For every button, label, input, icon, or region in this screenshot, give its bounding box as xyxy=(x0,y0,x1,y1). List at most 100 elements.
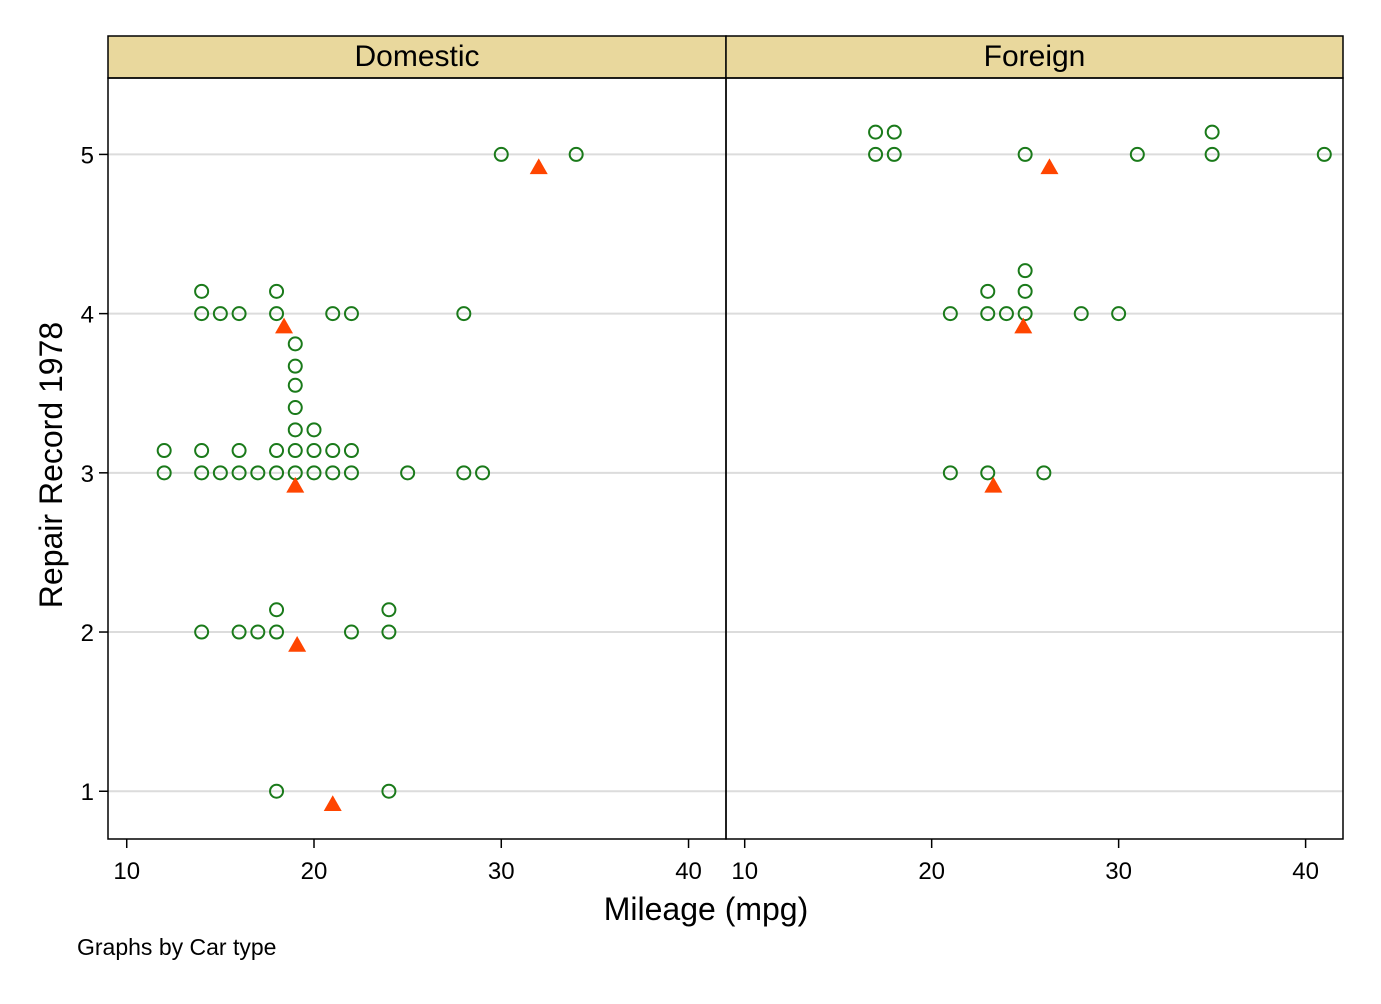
point-domestic-39 xyxy=(381,602,397,618)
point-domestic-10 xyxy=(269,283,285,299)
point-domestic-27 xyxy=(212,465,228,481)
y-tick-label-2: 2 xyxy=(81,620,94,647)
point-domestic-40 xyxy=(194,624,210,640)
point-domestic-6 xyxy=(325,306,341,322)
x-tick-label-foreign-10: 10 xyxy=(731,858,758,885)
x-tick-label-foreign-20: 20 xyxy=(918,858,945,885)
point-foreign-18 xyxy=(942,465,958,481)
point-domestic-12 xyxy=(287,358,303,374)
point-foreign-6 xyxy=(1129,146,1145,162)
mean-marker-domestic-1 xyxy=(275,317,294,334)
point-domestic-1 xyxy=(568,146,584,162)
labels: Repair Record 1978 Mileage (mpg) Graphs … xyxy=(33,40,1319,960)
mean-marker-domestic-4 xyxy=(323,795,342,811)
point-foreign-13 xyxy=(980,306,996,322)
x-tick-label-foreign-30: 30 xyxy=(1105,858,1132,885)
point-foreign-17 xyxy=(1111,306,1127,322)
point-foreign-11 xyxy=(1017,283,1033,299)
point-foreign-19 xyxy=(980,465,996,481)
x-tick-label-domestic-40: 40 xyxy=(675,858,702,885)
point-domestic-25 xyxy=(156,465,172,481)
x-axis-title: Mileage (mpg) xyxy=(604,891,809,927)
point-domestic-37 xyxy=(475,465,491,481)
x-tick-label-domestic-20: 20 xyxy=(301,858,328,885)
gridlines xyxy=(108,153,1343,793)
x-tick-label-domestic-30: 30 xyxy=(488,858,515,885)
point-foreign-8 xyxy=(1316,146,1332,162)
point-domestic-34 xyxy=(343,465,359,481)
point-domestic-30 xyxy=(269,465,285,481)
point-domestic-47 xyxy=(381,783,397,799)
strip-label-foreign: Foreign xyxy=(984,40,1086,73)
strip-label-domestic: Domestic xyxy=(354,40,479,73)
point-foreign-20 xyxy=(1036,465,1052,481)
point-domestic-0 xyxy=(493,146,509,162)
point-foreign-12 xyxy=(942,306,958,322)
y-tick-label-1: 1 xyxy=(81,779,94,806)
point-foreign-5 xyxy=(1017,146,1033,162)
point-domestic-24 xyxy=(343,443,359,459)
point-domestic-23 xyxy=(325,443,341,459)
point-domestic-4 xyxy=(231,306,247,322)
mean-markers xyxy=(275,158,1059,811)
data-points xyxy=(156,124,1332,799)
point-domestic-2 xyxy=(194,306,210,322)
point-domestic-22 xyxy=(306,443,322,459)
point-domestic-38 xyxy=(269,602,285,618)
point-domestic-29 xyxy=(250,465,266,481)
point-foreign-0 xyxy=(868,124,884,140)
x-tick-label-domestic-10: 10 xyxy=(113,858,140,885)
point-domestic-21 xyxy=(287,443,303,459)
point-domestic-43 xyxy=(269,624,285,640)
point-domestic-41 xyxy=(231,624,247,640)
point-domestic-9 xyxy=(194,283,210,299)
point-domestic-17 xyxy=(156,443,172,459)
point-foreign-7 xyxy=(1204,146,1220,162)
point-domestic-35 xyxy=(400,465,416,481)
point-foreign-3 xyxy=(868,146,884,162)
y-tick-label-3: 3 xyxy=(81,461,94,488)
panel-frame-domestic xyxy=(107,77,727,840)
y-tick-label-4: 4 xyxy=(81,302,94,329)
point-foreign-2 xyxy=(1204,124,1220,140)
mean-marker-domestic-0 xyxy=(529,158,548,175)
mean-marker-foreign-0 xyxy=(1040,158,1059,175)
mean-marker-domestic-2 xyxy=(286,476,305,493)
point-foreign-9 xyxy=(1017,263,1033,279)
point-foreign-4 xyxy=(886,146,902,162)
point-domestic-16 xyxy=(306,422,322,438)
point-domestic-20 xyxy=(269,443,285,459)
point-domestic-3 xyxy=(212,306,228,322)
point-foreign-1 xyxy=(886,124,902,140)
point-domestic-42 xyxy=(250,624,266,640)
mean-marker-domestic-3 xyxy=(288,636,307,652)
point-domestic-44 xyxy=(343,624,359,640)
point-domestic-7 xyxy=(343,306,359,322)
point-domestic-19 xyxy=(231,443,247,459)
point-domestic-45 xyxy=(381,624,397,640)
plot-frame xyxy=(99,35,1344,848)
strip-foreign xyxy=(725,35,1344,79)
y-axis-title: Repair Record 1978 xyxy=(33,322,69,608)
strip-domestic xyxy=(107,35,727,79)
point-domestic-18 xyxy=(194,443,210,459)
mean-marker-foreign-2 xyxy=(984,476,1003,493)
panel-frame-foreign xyxy=(725,77,1344,840)
point-foreign-15 xyxy=(1017,306,1033,322)
point-domestic-5 xyxy=(269,306,285,322)
x-tick-label-foreign-40: 40 xyxy=(1292,858,1319,885)
y-tick-label-5: 5 xyxy=(81,142,94,169)
point-domestic-14 xyxy=(287,400,303,416)
point-domestic-11 xyxy=(287,336,303,352)
point-domestic-28 xyxy=(231,465,247,481)
point-domestic-26 xyxy=(194,465,210,481)
point-domestic-13 xyxy=(287,377,303,393)
point-domestic-32 xyxy=(306,465,322,481)
point-domestic-33 xyxy=(325,465,341,481)
mean-marker-foreign-1 xyxy=(1014,317,1033,334)
point-domestic-15 xyxy=(287,422,303,438)
point-domestic-36 xyxy=(456,465,472,481)
point-foreign-14 xyxy=(998,306,1014,322)
graph-note: Graphs by Car type xyxy=(77,934,276,960)
